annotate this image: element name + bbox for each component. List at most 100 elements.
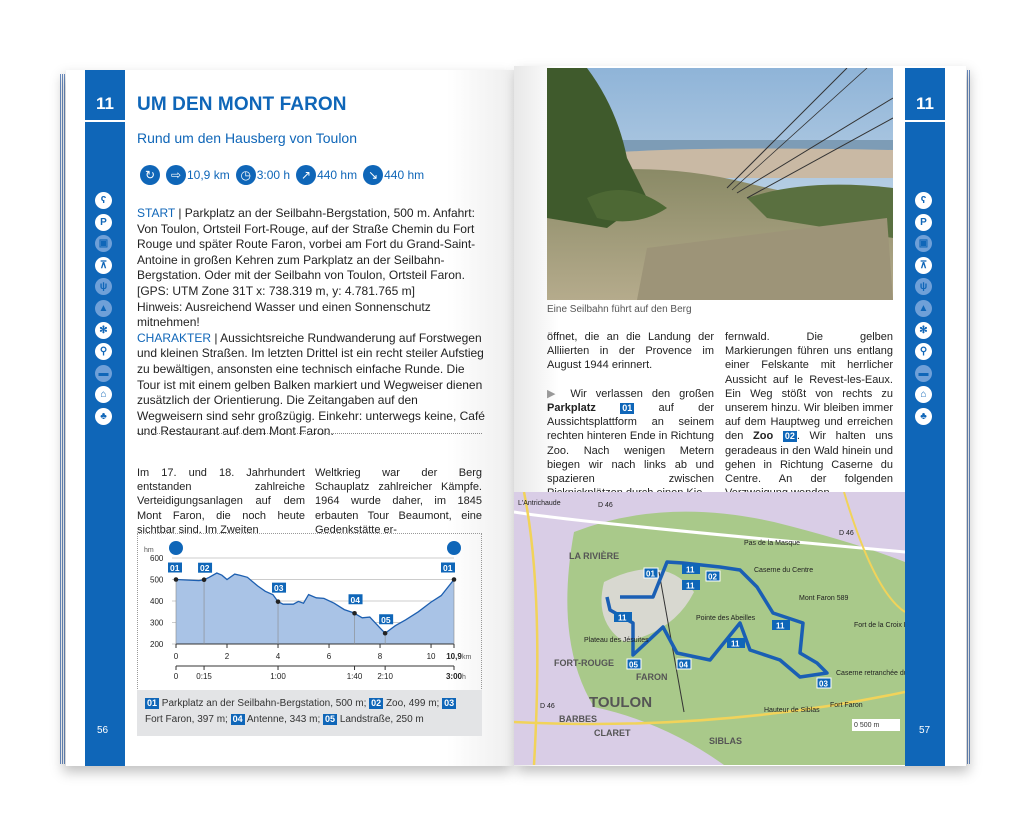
legend-badge: 01 [145,698,160,709]
paragraph-text: öffnet, die an die Landung der Alliierte… [547,331,714,372]
restaurant-icon [169,541,183,555]
category-icons: ʕ P ▣ ⊼ ψ ▲ ✻ ⚲ ▬ ⌂ ♣ [95,192,112,425]
y-tick-label: 600 [150,554,164,563]
summit-icon: ▲ [95,299,112,317]
y-tick-label: 300 [150,619,164,628]
map-label: Pas de la Masque [744,540,800,547]
waypoint-badge-label: 01 [170,563,180,573]
page-subtitle: Rund um den Hausberg von Toulon [137,130,358,146]
map-label: FARON [636,672,668,682]
map-label: Fort Faron [830,702,863,709]
x-tick-label: 4 [276,652,281,661]
waypoint-badge [168,562,182,573]
bear-icon: ʕ [95,192,112,209]
y-tick-label: 400 [150,597,164,606]
waypoint-dot [352,610,357,616]
bold-term: Parkplatz [547,402,596,415]
loop-icon: ↻ [140,165,160,185]
x-tick-label: 6 [327,652,332,661]
elevation-profile: 200 300 400 500 600 hm 0 2 4 6 8 10 10,9 km 0 0:15 1:00 1… [137,533,482,691]
fact-distance: ⇨ 10,9 km [166,165,230,185]
map-route-number: 11 [686,566,695,575]
legend-badge: 02 [369,698,384,709]
waypoint-badge [272,582,287,593]
legend-badge: 04 [230,714,245,725]
time-tick-label: 3:00 [446,672,463,681]
signpost-icon: ⇨ [166,165,186,185]
waypoint-badge [379,614,394,625]
category-icons: ʕ P ▣ ⊼ ψ ▲ ✻ ⚲ ▬ ⌂ ♣ [915,192,932,425]
map-label: Plateau des Jésuites [584,637,649,644]
book-page-edges-right [962,70,970,764]
museum-icon: ⌂ [915,386,932,404]
museum-icon: ⌂ [95,386,112,404]
x-tick-label: 10,9 [446,652,462,661]
cable-car-photo [547,68,893,300]
waypoint-dot [382,630,388,636]
page-number: 57 [919,725,931,736]
divider [137,433,482,434]
text-column-4: fernwald. Die gelben Markierungen führen… [725,330,893,500]
text-column-1: Im 17. und 18. Jahrhundert entstanden za… [137,467,305,536]
y-tick-label: 200 [150,640,164,649]
map-route-number: 11 [618,614,627,623]
map-waypoint-label: 05 [629,661,638,670]
time-tick-label: 1:40 [347,672,363,681]
route-number: 11 [905,86,945,122]
waypoint-badge [441,562,455,573]
map-label: Caserne du Centre [754,567,813,574]
descent-icon: ↘ [363,165,384,185]
fact-loop: ↻ [140,165,160,185]
elevation-area [176,573,454,644]
summit-icon: ▲ [915,299,932,317]
restaurant-icon [447,541,461,555]
left-page [66,70,514,766]
paragraph-text: Wir verlassen den großen [570,387,714,400]
map-waypoint-label: 02 [708,573,717,582]
book-page-edges-left [60,74,68,764]
tour-info: START | Parkplatz an der Seilbahn-Bergst… [137,206,485,440]
waypoint-badge: 02 [782,431,797,443]
waypoint-badge: 01 [620,403,635,415]
chapter-tab-right: 11 ʕ P ▣ ⊼ ψ ▲ ✻ ⚲ ▬ ⌂ ♣ 57 [905,68,945,766]
waypoint-badge-label: 03 [274,583,284,593]
snowflake-icon: ✻ [915,321,932,339]
descent-value: 440 hm [384,168,425,182]
route-map: L'Antrichaude D 46 D 46 LA RIVIÈRE Pas de la… [514,492,905,765]
map-label: Pointe des Abeilles [696,615,756,622]
page-title: UM DEN MONT FARON [137,94,347,115]
waypoint-badge-label: 05 [381,615,391,625]
map-waypoint-marker [816,677,832,689]
map-route-sign [614,612,632,622]
bear-icon: ʕ [915,192,932,209]
cable-car-icon: ⊼ [95,256,112,274]
bold-term: Zoo [753,430,774,443]
waypoint-badge [348,594,363,605]
map-label: TOULON [589,694,652,711]
bike-icon: ⚲ [915,343,932,361]
parking-icon: P [95,213,112,231]
fact-descent: ↘ 440 hm [363,165,424,185]
waypoint-badge [198,562,213,573]
x-axis-unit: km [462,654,472,661]
bed-icon: ▬ [95,364,112,382]
start-label: START [137,206,176,220]
waypoint-dot [173,577,179,582]
map-waypoint-label: 01 [646,570,655,579]
photo-caption: Eine Seilbahn führt auf den Berg [547,304,692,315]
character-text: | Aussichtsreiche Rundwanderung auf Fors… [137,330,485,439]
legend-text: Parkplatz an der Seilbahn-Bergstation, 5… [161,698,367,709]
bed-icon: ▬ [915,364,932,382]
time-tick-label: 0 [174,672,179,681]
map-label: Fort de la Croix Faron [854,622,905,629]
map-label: SIBLAS [709,736,742,746]
duration-value: 3:00 h [256,168,291,182]
map-waypoint-marker [676,658,692,670]
chapter-tab-left: 11 ʕ P ▣ ⊼ ψ ▲ ✻ ⚲ ▬ ⌂ ♣ 56 [85,70,125,766]
legend-badge: 05 [323,714,338,725]
ascent-icon: ↗ [296,165,317,185]
fact-ascent: ↗ 440 hm [296,165,357,185]
legend-text: Antenne, 343 m; [246,714,321,725]
waypoint-badge-label: 02 [200,563,210,573]
